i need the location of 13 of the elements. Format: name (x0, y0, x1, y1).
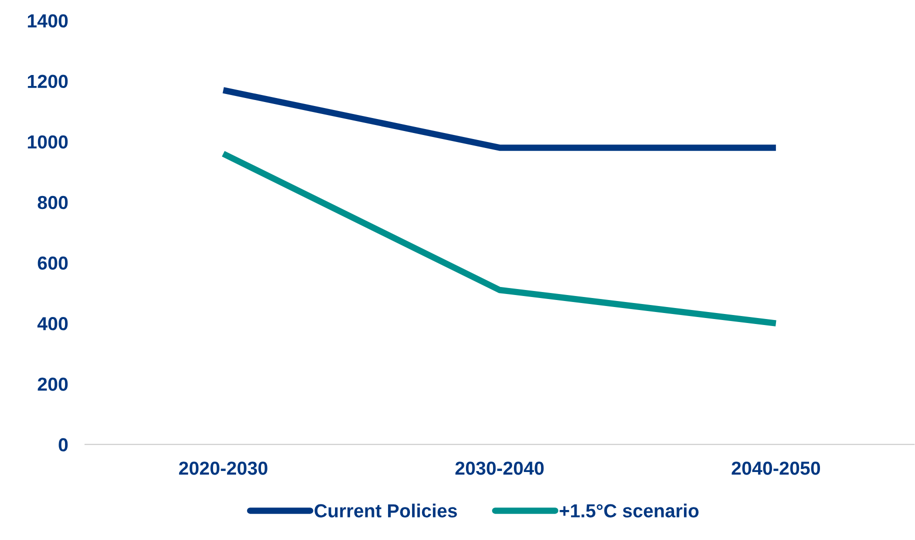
legend-label: +1.5°C scenario (560, 504, 699, 518)
y-tick-label: 1200 (28, 74, 68, 88)
x-tick-label: 2030-2040 (455, 462, 544, 475)
legend-label: Current Policies (314, 504, 457, 518)
x-tick-label: 2020-2030 (179, 462, 268, 475)
y-tick-label: 400 (37, 317, 68, 330)
x-tick-label: 2040-2050 (732, 462, 820, 475)
y-tick-label: 600 (38, 256, 68, 270)
y-tick-label: 1400 (28, 14, 68, 28)
y-tick-label: 0 (58, 438, 68, 452)
y-tick-label: 200 (38, 378, 68, 391)
y-tick-label: 1000 (28, 135, 68, 149)
y-tick-label: 800 (38, 196, 68, 210)
